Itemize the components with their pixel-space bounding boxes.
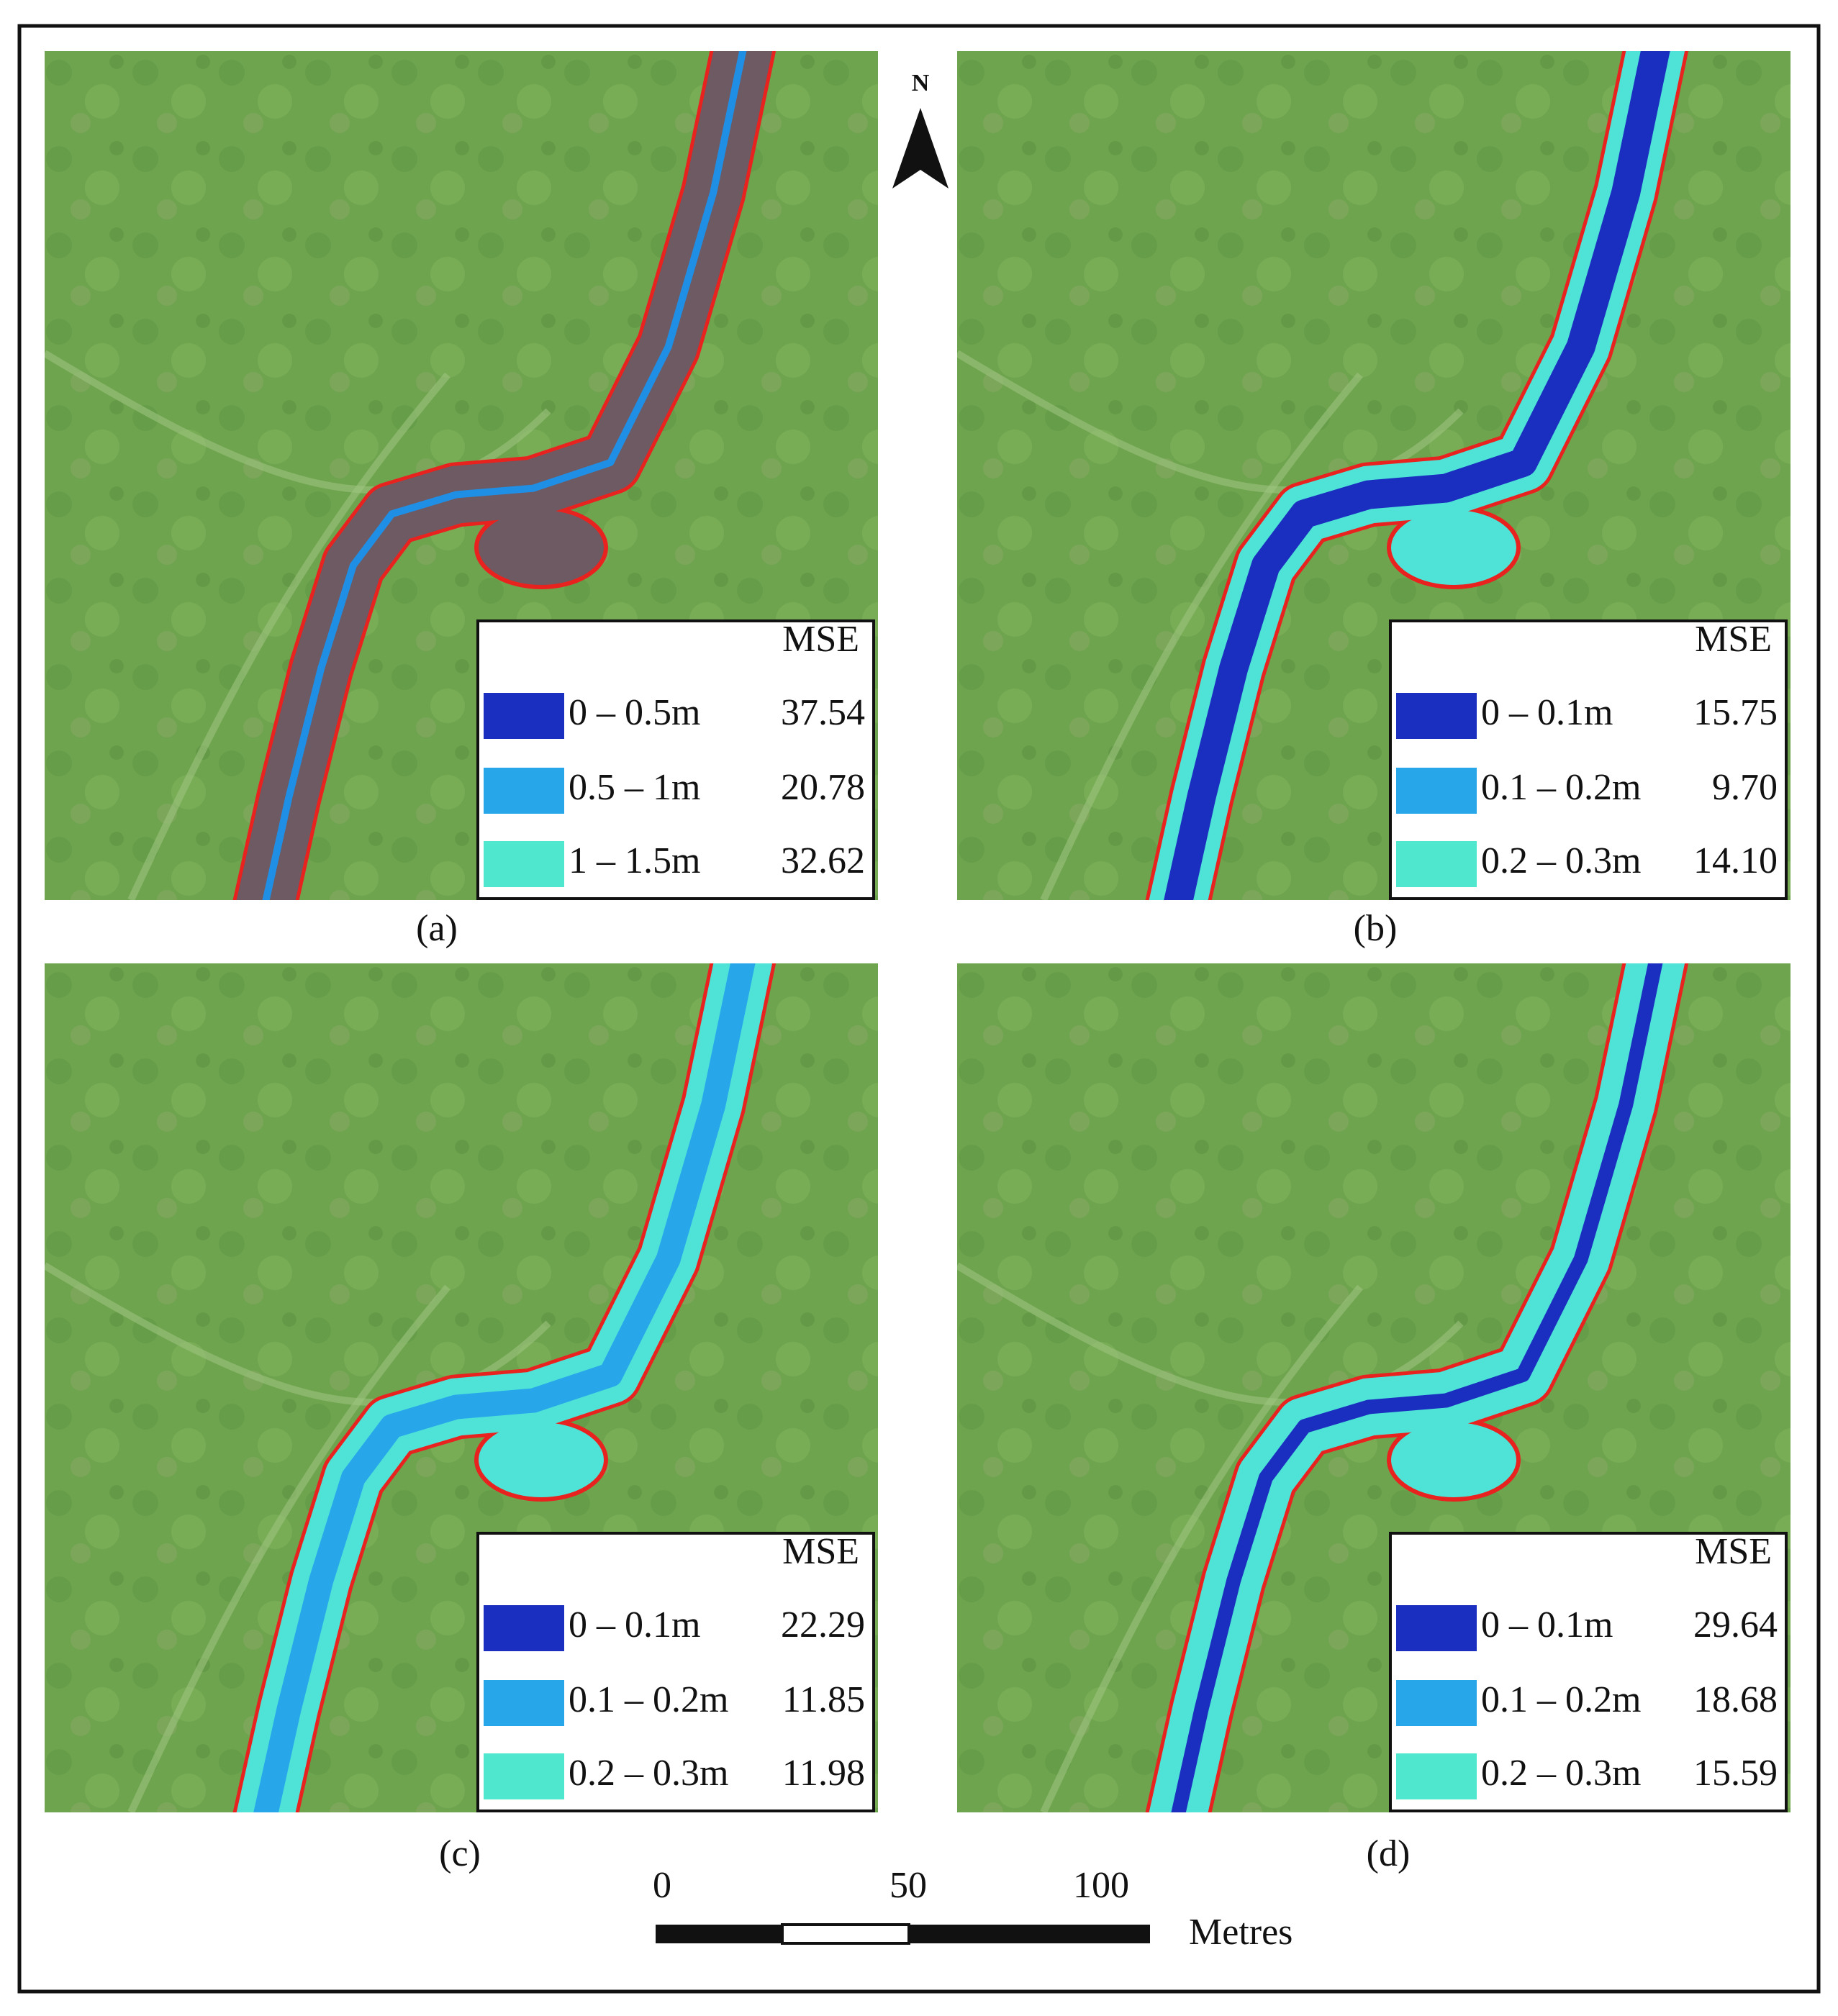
legend-header: MSE <box>1695 619 1772 660</box>
panel-label: (b) <box>1354 908 1398 949</box>
legend-range: 0.1 – 0.2m <box>569 1679 728 1720</box>
legend: MSE 0 – 0.1m 15.75 0.1 – 0.2m 9.70 0.2 – 0.3m… <box>1389 619 1788 900</box>
north-arrow: N <box>892 70 949 189</box>
river-depth <box>253 963 756 1812</box>
legend-swatch <box>484 1753 564 1799</box>
legend-swatch <box>484 841 564 887</box>
map-panel: MSE 0 – 0.1m 15.75 0.1 – 0.2m 9.70 0.2 – 0.3m… <box>957 51 1791 900</box>
legend-range: 0 – 0.1m <box>1481 692 1613 733</box>
legend: MSE 0 – 0.1m 29.64 0.1 – 0.2m 18.68 0.2 – 0.3… <box>1389 1531 1788 1812</box>
map-panel: MSE 0 – 0.5m 37.54 0.5 – 1m 20.78 1 – 1.5m 32.… <box>45 51 878 900</box>
legend-header: MSE <box>782 619 859 660</box>
legend-swatch <box>1396 1753 1477 1799</box>
legend-range: 0.1 – 0.2m <box>1481 767 1641 808</box>
legend-range: 0.2 – 0.3m <box>569 1753 728 1794</box>
legend-mse: 15.59 <box>1693 1753 1778 1794</box>
legend-mse: 11.98 <box>782 1753 865 1794</box>
legend: MSE 0 – 0.1m 22.29 0.1 – 0.2m 11.85 0.2 – 0.3… <box>476 1531 875 1812</box>
legend-swatch <box>484 768 564 814</box>
legend-range: 0.5 – 1m <box>569 767 700 808</box>
legend-swatch <box>1396 1680 1477 1726</box>
track <box>127 1284 451 1812</box>
map-image <box>957 963 1791 1812</box>
scale-tick-label: 0 <box>653 1865 671 1906</box>
track <box>1040 372 1363 900</box>
legend-mse: 15.75 <box>1693 692 1778 733</box>
legend-swatch <box>1396 1605 1477 1651</box>
scale-unit: Metres <box>1189 1912 1293 1953</box>
scale-tick-label: 50 <box>889 1865 927 1906</box>
legend-range: 0 – 0.1m <box>1481 1604 1613 1645</box>
track <box>1040 1284 1363 1812</box>
legend-swatch <box>484 693 564 739</box>
legend-range: 1 – 1.5m <box>569 840 700 881</box>
legend-mse: 18.68 <box>1693 1679 1778 1720</box>
legend-mse: 32.62 <box>781 840 865 881</box>
river-depth <box>1171 963 1663 1812</box>
legend-swatch <box>1396 693 1477 739</box>
legend-header: MSE <box>1695 1531 1772 1572</box>
panel-label: (a) <box>416 908 458 949</box>
legend-mse: 14.10 <box>1693 840 1778 881</box>
legend-mse: 37.54 <box>781 692 865 733</box>
scale-bar <box>656 1923 1150 1945</box>
legend-mse: 11.85 <box>782 1679 865 1720</box>
river-depth <box>1164 51 1670 900</box>
legend-range: 0.2 – 0.3m <box>1481 1753 1641 1794</box>
legend-range: 0 – 0.5m <box>569 692 700 733</box>
legend-swatch <box>484 1680 564 1726</box>
legend-range: 0.2 – 0.3m <box>1481 840 1641 881</box>
track <box>127 372 451 900</box>
legend-mse: 29.64 <box>1693 1604 1778 1645</box>
map-panel: MSE 0 – 0.1m 29.64 0.1 – 0.2m 18.68 0.2 – 0.3… <box>957 963 1791 1812</box>
map-panel: MSE 0 – 0.1m 22.29 0.1 – 0.2m 11.85 0.2 – 0.3… <box>45 963 878 1812</box>
legend: MSE 0 – 0.5m 37.54 0.5 – 1m 20.78 1 – 1.5m 32.… <box>476 619 875 900</box>
legend-range: 0.1 – 0.2m <box>1481 1679 1641 1720</box>
north-label: N <box>912 70 930 96</box>
legend-mse: 9.70 <box>1712 767 1778 808</box>
legend-mse: 20.78 <box>781 767 865 808</box>
frame <box>17 24 1821 1994</box>
legend-swatch <box>1396 841 1477 887</box>
panel-label: (c) <box>439 1833 481 1874</box>
panel-label: (d) <box>1367 1833 1411 1874</box>
scale-tick-label: 100 <box>1073 1865 1129 1906</box>
river-depth <box>262 51 747 900</box>
legend-range: 0 – 0.1m <box>569 1604 700 1645</box>
legend-swatch <box>1396 768 1477 814</box>
legend-mse: 22.29 <box>781 1604 865 1645</box>
legend-swatch <box>484 1605 564 1651</box>
legend-header: MSE <box>782 1531 859 1572</box>
